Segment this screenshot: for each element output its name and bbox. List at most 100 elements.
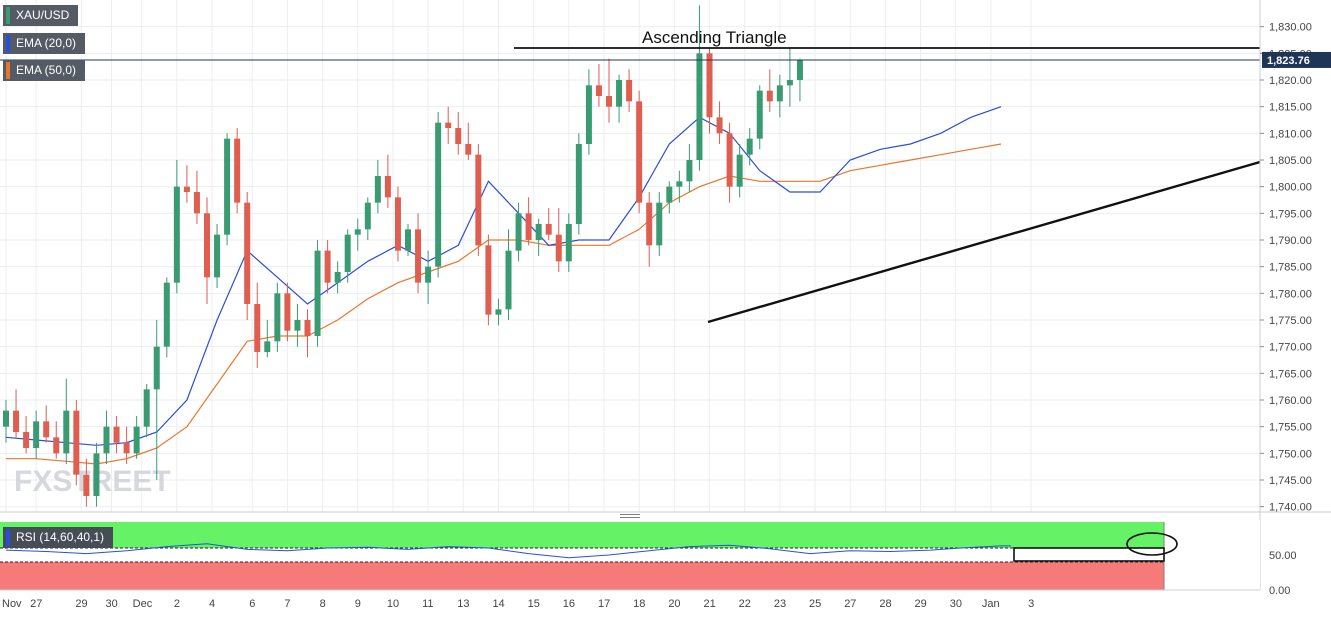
- y-tick-label: 1,740.00: [1269, 502, 1312, 514]
- candle: [153, 320, 160, 480]
- candle-body: [374, 176, 381, 203]
- candle-body: [726, 133, 733, 187]
- candle-body: [636, 101, 643, 203]
- candle-body: [445, 122, 452, 128]
- candle: [696, 5, 703, 171]
- candle: [495, 298, 502, 326]
- candle: [183, 165, 190, 203]
- candle: [173, 160, 180, 294]
- candle: [525, 197, 532, 246]
- watermark: FXSTREET: [14, 465, 171, 498]
- x-tick-label: 11: [422, 598, 433, 610]
- candle-body: [123, 442, 130, 454]
- candle: [626, 69, 633, 112]
- candle-body: [173, 186, 180, 283]
- current-price-label: 1,823.76: [1267, 55, 1310, 67]
- candle-body: [515, 213, 522, 251]
- candle: [33, 410, 40, 459]
- candle: [254, 282, 261, 368]
- candle: [726, 122, 733, 203]
- ema20-chip[interactable]: EMA (20,0): [3, 33, 86, 54]
- x-tick-label: 8: [320, 598, 326, 610]
- candle: [606, 58, 612, 123]
- candle-body: [435, 122, 442, 267]
- candle-body: [666, 186, 673, 203]
- y-tick-label: 1,800.00: [1269, 182, 1312, 194]
- candle-body: [706, 53, 713, 118]
- symbol-chip[interactable]: XAU/USD: [3, 5, 79, 26]
- candle: [394, 186, 401, 262]
- candle: [234, 128, 241, 214]
- candle-body: [244, 202, 251, 304]
- ema50-label: EMA (50,0): [16, 63, 77, 77]
- symbol-label: XAU/USD: [16, 8, 70, 22]
- candle: [244, 192, 251, 320]
- candle-body: [193, 192, 200, 214]
- candle-body: [153, 346, 160, 390]
- x-tick-label: 29: [915, 598, 927, 610]
- candle: [214, 224, 221, 288]
- candle-body: [616, 80, 623, 107]
- candle: [63, 378, 70, 464]
- candle: [334, 261, 341, 294]
- candle: [475, 144, 482, 256]
- rsi-chip[interactable]: RSI (14,60,40,1): [3, 527, 114, 548]
- rsi-label: RSI (14,60,40,1): [16, 530, 105, 544]
- y-tick-label: 1,750.00: [1269, 448, 1312, 460]
- candle-body: [314, 250, 321, 336]
- x-tick-label: 30: [106, 598, 118, 610]
- candle: [485, 234, 492, 326]
- candle: [143, 384, 150, 438]
- candle-body: [676, 181, 683, 187]
- x-tick-label: 20: [668, 598, 680, 610]
- candle-body: [394, 197, 401, 251]
- ascending-support-line: [707, 160, 1261, 324]
- candle-body: [23, 432, 30, 448]
- candle: [425, 250, 432, 304]
- candle: [304, 309, 311, 358]
- candle: [274, 282, 281, 352]
- candle-body: [284, 293, 291, 331]
- x-tick-label: 15: [528, 598, 540, 610]
- candle: [103, 410, 110, 464]
- candle-body: [344, 234, 351, 272]
- candle: [354, 218, 361, 251]
- x-tick-label: 27: [30, 598, 42, 610]
- candle: [716, 101, 723, 144]
- y-tick-label: 1,755.00: [1269, 422, 1312, 434]
- candle: [465, 122, 472, 160]
- candle-body: [686, 160, 693, 182]
- candle-body: [555, 234, 562, 262]
- candle: [746, 128, 753, 166]
- ema20-line: [5, 106, 1002, 446]
- candle: [405, 224, 411, 256]
- candle-body: [746, 138, 753, 155]
- candle-body: [756, 90, 763, 139]
- candle-body: [334, 272, 341, 283]
- ema50-chip[interactable]: EMA (50,0): [3, 60, 86, 81]
- candle-body: [274, 293, 281, 342]
- current-price-badge: [1262, 51, 1331, 68]
- candle: [776, 74, 783, 118]
- candle-body: [384, 176, 391, 198]
- candle-body: [183, 186, 190, 192]
- candle-body: [525, 213, 532, 240]
- candle: [294, 304, 301, 347]
- candle: [505, 229, 512, 320]
- candle-body: [646, 202, 653, 246]
- candle-body: [575, 144, 582, 224]
- candle: [93, 442, 100, 507]
- candle-body: [656, 202, 663, 246]
- candle-body: [425, 266, 432, 283]
- candle-body: [465, 144, 472, 155]
- candle: [676, 170, 683, 203]
- candle: [204, 197, 210, 304]
- x-tick-label: Dec: [133, 598, 153, 610]
- pane-resize-handle[interactable]: [620, 514, 640, 520]
- x-tick-label: 23: [774, 598, 786, 610]
- candle-body: [455, 128, 462, 144]
- y-tick-label: 1,795.00: [1269, 208, 1312, 220]
- y-tick-label: 1,775.00: [1269, 315, 1312, 327]
- candle-body: [505, 250, 512, 310]
